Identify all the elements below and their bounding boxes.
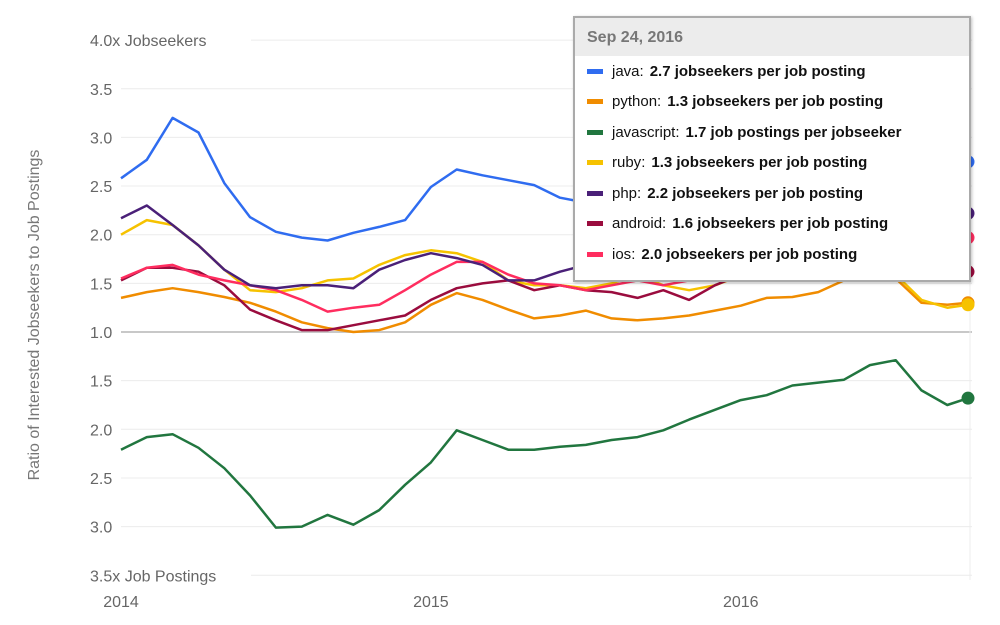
tooltip-series-name: ios xyxy=(612,245,632,263)
tooltip-row-java: java:2.7 jobseekers per job posting xyxy=(575,56,969,87)
tooltip-series-name: android xyxy=(612,215,663,233)
legend-swatch-icon xyxy=(587,251,603,257)
y-tick-label: 2.0 xyxy=(90,422,112,439)
tooltip-series-value: 1.3 jobseekers per job posting xyxy=(667,93,884,111)
y-tick-label: 2.0 xyxy=(90,228,112,245)
tooltip-rows: java:2.7 jobseekers per job posting pytho… xyxy=(575,56,969,270)
tooltip-series-value: 1.3 jobseekers per job posting xyxy=(651,154,868,172)
tooltip-series-name: python xyxy=(612,93,658,111)
tooltip-series-name: java xyxy=(612,62,640,80)
tooltip-series-value: 1.6 jobseekers per job posting xyxy=(672,215,889,233)
end-marker-ruby[interactable] xyxy=(961,298,975,312)
legend-swatch-icon xyxy=(587,190,603,196)
tooltip-series-value: 2.0 jobseekers per job posting xyxy=(641,245,858,263)
tooltip-row-ios: ios:2.0 jobseekers per job posting xyxy=(575,239,969,270)
tooltip-row-javascript: javascript:1.7 job postings per jobseeke… xyxy=(575,117,969,148)
x-tick-label: 2015 xyxy=(413,594,449,611)
tooltip-row-python: python:1.3 jobseekers per job posting xyxy=(575,87,969,118)
y-tick-label: 3.0 xyxy=(90,520,112,537)
tooltip-row-php: php:2.2 jobseekers per job posting xyxy=(575,178,969,209)
tooltip-series-name: javascript xyxy=(612,123,676,141)
y-axis-label: Ratio of Interested Jobseekers to Job Po… xyxy=(26,150,43,481)
legend-swatch-icon xyxy=(587,68,603,74)
x-tick-label: 2014 xyxy=(103,594,139,611)
legend-swatch-icon xyxy=(587,99,603,105)
y-axis-ticks: 4.0x Jobseekers 3.5 3.0 2.5 2.0 1.5 1.0 1.5 2.0 2… xyxy=(90,33,216,585)
series-line-python xyxy=(120,267,969,334)
legend-swatch-icon xyxy=(587,129,603,135)
tooltip-series-name: php xyxy=(612,184,638,202)
y-tick-label: 1.5 xyxy=(90,374,112,391)
y-tick-label: 2.5 xyxy=(90,179,112,196)
tooltip-row-ruby: ruby:1.3 jobseekers per job posting xyxy=(575,148,969,179)
tooltip-separator: : xyxy=(662,215,667,233)
y-tick-label: 3.0 xyxy=(90,130,112,147)
x-axis-ticks: 2014 2015 2016 xyxy=(103,594,758,611)
tooltip-series-value: 2.2 jobseekers per job posting xyxy=(647,184,864,202)
tooltip-series-value: 2.7 jobseekers per job posting xyxy=(649,62,866,80)
tooltip-separator: : xyxy=(657,93,662,111)
tooltip-row-android: android:1.6 jobseekers per job posting xyxy=(575,209,969,240)
tooltip-separator: : xyxy=(641,154,646,172)
y-tick-label: 3.5x Job Postings xyxy=(90,568,216,585)
tooltip-series-value: 1.7 job postings per jobseeker xyxy=(685,123,902,141)
legend-swatch-icon xyxy=(587,160,603,166)
tooltip-separator: : xyxy=(675,123,680,141)
tooltip-date: Sep 24, 2016 xyxy=(575,18,969,56)
y-tick-label: 2.5 xyxy=(90,471,112,488)
tooltip-separator: : xyxy=(639,62,644,80)
tooltip-separator: : xyxy=(637,184,642,202)
y-tick-label: 3.5 xyxy=(90,82,112,99)
legend-swatch-icon xyxy=(587,221,603,227)
end-marker-javascript[interactable] xyxy=(961,391,975,405)
hover-tooltip: Sep 24, 2016 java:2.7 jobseekers per job… xyxy=(573,16,971,282)
y-tick-label: 1.0 xyxy=(90,325,112,342)
x-tick-label: 2016 xyxy=(723,594,759,611)
y-tick-label: 1.5 xyxy=(90,276,112,293)
y-tick-label: 4.0x Jobseekers xyxy=(90,33,207,50)
tooltip-separator: : xyxy=(631,245,636,263)
series-line-javascript xyxy=(120,358,969,529)
tooltip-series-name: ruby xyxy=(612,154,642,172)
